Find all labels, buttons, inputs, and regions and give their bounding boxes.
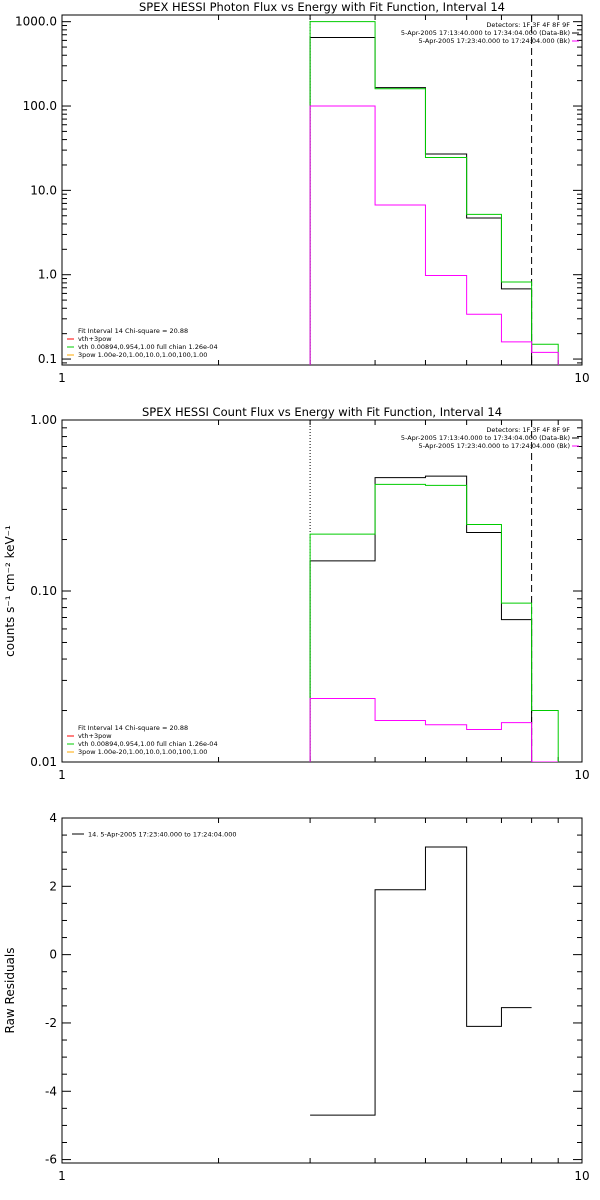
y-tick-label: 10.0 — [30, 183, 57, 197]
fit-info-line: vth 0.00894,0.954,1.00 full chian 1.26e-… — [78, 740, 218, 748]
fit-info-line: 3pow 1.00e-20,1.00,10.0,1.00,100,1.00 — [78, 351, 207, 359]
series-thermal — [309, 698, 559, 762]
y-tick-label: 100.0 — [23, 99, 57, 113]
y-tick-label: 1.0 — [38, 268, 57, 282]
y-tick-label: 0.10 — [30, 584, 57, 598]
y-tick-label: 0.01 — [30, 755, 57, 769]
series-group — [309, 21, 559, 365]
y-tick-label: 2 — [49, 879, 57, 893]
panel-3: Raw Residuals -6 -4 -2 0 2 4 1 10 14. 5-Apr-2005 … — [3, 811, 590, 1183]
series-thermal — [309, 105, 559, 365]
chart-title: SPEX HESSI Photon Flux vs Energy with Fi… — [139, 0, 505, 14]
series-group — [309, 475, 559, 762]
panel-1: SPEX HESSI Photon Flux vs Energy with Fi… — [15, 0, 590, 385]
plot-frame — [61, 14, 583, 366]
plot-frame — [61, 419, 583, 763]
series-model — [309, 21, 559, 365]
y-tick-label: -4 — [45, 1084, 57, 1098]
panel-2: SPEX HESSI Count Flux vs Energy with Fit… — [3, 405, 590, 782]
fit-info-line: vth+3pow — [78, 335, 112, 343]
plot-frame — [61, 817, 583, 1164]
y-tick-label: 1.00 — [30, 413, 57, 427]
y-tick-label: 0.1 — [38, 352, 57, 366]
residual-legend-label: 14. 5-Apr-2005 17:23:40.000 to 17:24:04.… — [88, 831, 237, 839]
x-tick-label: 10 — [574, 371, 589, 385]
header-line: Detectors: 1F 3F 4F 8F 9F — [486, 426, 570, 434]
series-group — [310, 846, 532, 1116]
x-tick-label: 1 — [58, 768, 66, 782]
series-observed — [309, 475, 533, 762]
y-tick-label: 0 — [49, 948, 57, 962]
fit-info-line: vth 0.00894,0.954,1.00 full chian 1.26e-… — [78, 343, 218, 351]
x-tick-label: 10 — [574, 1169, 589, 1183]
header-line: 5-Apr-2005 17:13:40.000 to 17:34:04.000 … — [401, 29, 570, 37]
header-line: 5-Apr-2005 17:23:40.000 to 17:24:04.000 … — [419, 442, 570, 450]
x-tick-label: 10 — [574, 768, 589, 782]
y-tick-label: 1000.0 — [15, 15, 57, 29]
y-tick-label: 4 — [49, 811, 57, 825]
series-residuals — [310, 846, 532, 1116]
header-line: 5-Apr-2005 17:23:40.000 to 17:24:04.000 … — [419, 37, 570, 45]
series-observed — [309, 36, 533, 365]
chart-title: SPEX HESSI Count Flux vs Energy with Fit… — [142, 405, 502, 419]
fit-info-line: vth+3pow — [78, 732, 112, 740]
header-line: 5-Apr-2005 17:13:40.000 to 17:34:04.000 … — [401, 434, 570, 442]
fit-info-line: Fit Interval 14 Chi-square = 20.88 — [78, 724, 188, 732]
y-axis-label: counts s⁻¹ cm⁻² keV⁻¹ — [3, 525, 17, 657]
fit-info-line: 3pow 1.00e-20,1.00,10.0,1.00,100,1.00 — [78, 748, 207, 756]
y-axis-label: Raw Residuals — [3, 948, 17, 1034]
header-line: Detectors: 1F 3F 4F 8F 9F — [486, 21, 570, 29]
x-tick-label: 1 — [58, 1169, 66, 1183]
y-tick-label: -2 — [45, 1016, 57, 1030]
x-tick-label: 1 — [58, 371, 66, 385]
fit-info-line: Fit Interval 14 Chi-square = 20.88 — [78, 327, 188, 335]
y-tick-label: -6 — [45, 1153, 57, 1167]
series-model — [309, 483, 559, 762]
